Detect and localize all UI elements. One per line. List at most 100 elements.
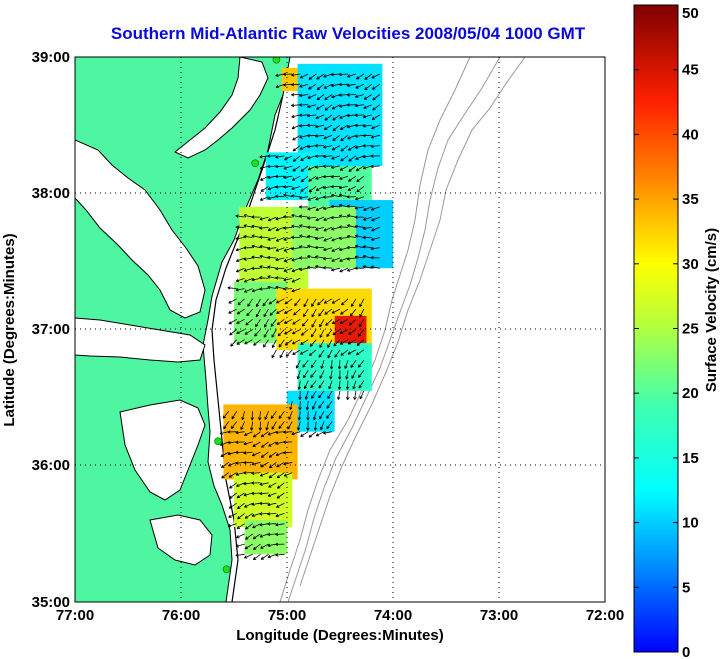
- velocity-arrow: [291, 235, 301, 240]
- velocity-arrow: [319, 319, 325, 328]
- velocity-arrow: [299, 134, 309, 139]
- velocity-arrow: [246, 308, 253, 317]
- velocity-arrow: [359, 308, 365, 318]
- velocity-arrow: [235, 440, 245, 444]
- velocity-arrow: [243, 246, 253, 250]
- bays: [75, 57, 269, 566]
- velocity-arrow: [252, 441, 261, 447]
- velocity-arrow: [255, 298, 261, 308]
- velocity-arrow: [219, 431, 229, 435]
- velocity-arrow: [354, 206, 364, 210]
- velocity-arrow: [244, 543, 253, 550]
- velocity-arrow: [229, 329, 237, 336]
- velocity-arrow: [292, 318, 301, 325]
- velocity-arrow: [337, 360, 342, 370]
- velocity-arrow: [331, 145, 341, 151]
- velocity-arrow: [259, 155, 269, 159]
- velocity-arrow: [346, 195, 356, 199]
- colorbar-tick-label: 45: [682, 62, 699, 79]
- velocity-arrow: [291, 224, 301, 229]
- velocity-arrow: [275, 216, 285, 221]
- velocity-arrow: [275, 247, 285, 252]
- velocity-arrow: [352, 380, 357, 390]
- velocity-arrow: [288, 411, 293, 420]
- velocity-arrow: [314, 255, 325, 259]
- x-tick-label: 72:00: [586, 607, 624, 624]
- radar-station-marker: [251, 159, 260, 168]
- velocity-arrow: [362, 114, 372, 119]
- velocity-arrow: [235, 257, 245, 262]
- velocity-arrow: [253, 543, 261, 550]
- velocity-arrow: [314, 245, 325, 250]
- velocity-arrow: [259, 265, 269, 269]
- velocity-arrow: [263, 339, 269, 348]
- velocity-arrow: [271, 349, 277, 359]
- velocity-arrow: [236, 329, 245, 334]
- velocity-arrow: [258, 421, 262, 431]
- velocity-arrow: [267, 237, 277, 241]
- colorbar-tick-label: 0: [682, 644, 690, 659]
- velocity-arrow: [236, 482, 245, 487]
- velocity-arrow: [252, 553, 261, 561]
- velocity-arrow: [267, 522, 277, 526]
- velocity-arrow: [307, 94, 317, 99]
- velocity-arrow: [236, 533, 245, 539]
- velocity-arrow: [300, 186, 309, 192]
- velocity-arrow: [330, 193, 341, 198]
- velocity-arrow: [235, 450, 245, 455]
- velocity-arrow: [308, 175, 317, 182]
- velocity-arrow: [297, 380, 302, 390]
- velocity-arrow: [333, 339, 341, 347]
- velocity-arrow: [310, 370, 317, 378]
- velocity-arrow: [267, 431, 277, 436]
- velocity-arrow: [235, 461, 245, 465]
- velocity-arrow: [228, 472, 237, 478]
- velocity-arrow: [259, 491, 269, 496]
- velocity-arrow: [354, 234, 364, 238]
- velocity-arrow: [255, 319, 261, 328]
- velocity-arrow: [315, 114, 325, 119]
- velocity-arrow: [362, 254, 372, 259]
- velocity-arrow: [267, 186, 277, 191]
- velocity-arrow: [259, 533, 269, 538]
- velocity-arrow: [348, 175, 357, 182]
- velocity-arrow: [251, 215, 261, 219]
- velocity-arrow: [275, 513, 285, 518]
- velocity-arrow: [275, 237, 285, 242]
- map-title: Southern Mid-Atlantic Raw Velocities 200…: [110, 24, 586, 43]
- velocity-arrow: [279, 349, 285, 359]
- velocity-arrow: [339, 165, 349, 171]
- velocity-arrow: [322, 256, 333, 261]
- velocity-arrow: [364, 73, 373, 80]
- velocity-arrow: [326, 421, 333, 430]
- velocity-arrow: [285, 349, 293, 357]
- velocity-arrow: [362, 245, 372, 249]
- velocity-arrow: [308, 83, 317, 90]
- velocity-arrow: [346, 214, 356, 218]
- velocity-arrow: [306, 265, 317, 270]
- velocity-arrow: [240, 421, 245, 431]
- velocity-arrow: [310, 380, 317, 389]
- velocity-arrow: [316, 83, 325, 91]
- velocity-arrow: [314, 134, 325, 138]
- velocity-arrow: [260, 175, 269, 181]
- velocity-arrow: [347, 267, 357, 272]
- velocity-arrow: [316, 73, 325, 80]
- velocity-arrow: [324, 114, 333, 121]
- velocity-arrow: [354, 255, 364, 259]
- velocity-arrow: [338, 203, 349, 208]
- velocity-arrow: [260, 431, 269, 438]
- velocity-arrow: [323, 237, 333, 242]
- velocity-arrow: [292, 145, 301, 152]
- velocity-arrow: [338, 225, 349, 229]
- velocity-arrow: [347, 186, 357, 191]
- velocity-arrow: [244, 339, 253, 345]
- velocity-arrow: [221, 472, 229, 479]
- velocity-arrow: [227, 286, 237, 290]
- velocity-arrow: [235, 553, 245, 557]
- velocity-arrow: [291, 124, 301, 130]
- velocity-arrow: [354, 215, 364, 219]
- y-axis: 39:00 38:00 37:00 36:00 35:00 Latitude (…: [1, 49, 70, 611]
